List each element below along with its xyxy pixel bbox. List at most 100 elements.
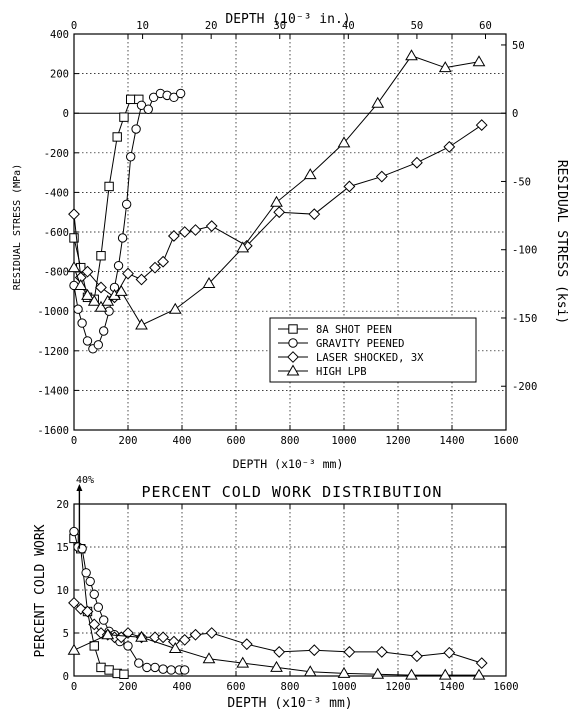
cold-work-point-laser-shocked-3x — [475, 657, 488, 670]
cold-work-point-gravity-peened — [134, 658, 144, 668]
cold-work-point-gravity-peened — [99, 615, 109, 625]
cold-work-point-laser-shocked-3x — [157, 631, 170, 644]
stress-y-tick-label: -1200 — [37, 346, 69, 358]
stress-point-laser-shocked-3x — [410, 156, 423, 169]
stress-series-gravity-peened — [69, 88, 186, 354]
cold-work-point-high-lpb — [270, 660, 283, 672]
stress-series-laser-shocked-3x — [68, 119, 488, 304]
stress-point-gravity-peened — [117, 233, 128, 243]
cold-work-point-laser-shocked-3x — [205, 627, 218, 639]
cold-work-point-laser-shocked-3x — [308, 644, 321, 657]
stress-y-tick-label: -400 — [44, 187, 69, 199]
stress-point-gravity-peened — [131, 124, 141, 134]
legend-swatch-marker — [287, 351, 299, 363]
stress-series-high-lpb — [67, 49, 486, 330]
cold-work-point-8a-shot-peen — [119, 669, 129, 679]
cold-work-point-high-lpb — [67, 643, 81, 655]
stress-point-laser-shocked-3x — [475, 119, 488, 131]
cold-work-point-high-lpb — [337, 666, 351, 678]
cold-work-point-laser-shocked-3x — [81, 605, 94, 618]
stress-line-8a-shot-peen — [73, 98, 139, 300]
cold-work-y-tick-label: 5 — [63, 628, 69, 640]
legend-item-8a-shot-peen: 8A SHOT PEEN — [278, 324, 392, 336]
stress-x-axis-label: DEPTH (x10⁻³ mm) — [233, 457, 344, 471]
stress-y-tick-label: 400 — [50, 29, 69, 41]
stress-top-tick-label: 40 — [342, 20, 355, 32]
cold-work-point-laser-shocked-3x — [273, 646, 286, 658]
stress-point-high-lpb — [74, 278, 88, 290]
stress-point-high-lpb — [168, 302, 182, 314]
cold-work-point-laser-shocked-3x — [68, 596, 80, 609]
stress-x-tick-label: 1400 — [439, 435, 464, 447]
legend-label: LASER SHOCKED, 3X — [316, 352, 424, 364]
cold-work-point-laser-shocked-3x — [178, 633, 191, 646]
cold-work-point-laser-shocked-3x — [149, 631, 161, 644]
stress-legend: 8A SHOT PEEN GRAVITY PEENED LASER SHOCKED,… — [269, 317, 477, 383]
legend-swatch-marker — [286, 364, 300, 376]
legend-item-gravity-peened: GRAVITY PEENED — [278, 338, 405, 350]
stress-top-tick-label: 60 — [479, 20, 492, 32]
cold-work-point-gravity-peened — [150, 662, 160, 673]
stress-point-gravity-peened — [143, 104, 153, 114]
cold-work-point-gravity-peened — [89, 589, 99, 599]
cold-work-series-laser-shocked-3x — [68, 596, 488, 670]
stress-right-tick-label: 0 — [512, 108, 518, 120]
stress-point-laser-shocked-3x — [149, 261, 161, 274]
stress-top-tick-label: 10 — [136, 20, 149, 32]
cold-work-point-laser-shocked-3x — [88, 618, 101, 631]
cold-work-point-gravity-peened — [69, 526, 79, 537]
stress-y-tick-label: 200 — [50, 69, 69, 81]
stress-x-tick-label: 0 — [71, 435, 77, 447]
stress-right-axis-label: RESIDUAL STRESS (ksi) — [554, 160, 569, 324]
stress-y-tick-label: -1600 — [37, 425, 69, 437]
stress-right-tick-label: -200 — [512, 381, 537, 393]
cold-work-x-tick-label: 200 — [119, 681, 138, 693]
stress-point-high-lpb — [371, 96, 385, 108]
stress-tick-labels: 0 200 400 600 800 1000 1200 1400 16004002000-200… — [37, 20, 537, 447]
cold-work-point-gravity-peened — [142, 662, 152, 673]
stress-x-tick-label: 1200 — [385, 435, 410, 447]
stress-point-8a-shot-peen — [104, 181, 114, 192]
stress-point-laser-shocked-3x — [157, 255, 170, 268]
stress-point-gravity-peened — [82, 336, 93, 346]
stress-point-laser-shocked-3x — [189, 224, 202, 236]
stress-point-high-lpb — [81, 288, 94, 300]
cold-work-point-8a-shot-peen — [96, 662, 106, 673]
legend-label: HIGH LPB — [316, 366, 367, 378]
cold-work-point-high-lpb — [405, 668, 418, 680]
stress-point-laser-shocked-3x — [68, 208, 80, 221]
cold-work-point-high-lpb — [303, 665, 317, 677]
stress-point-laser-shocked-3x — [343, 180, 356, 193]
stress-point-gravity-peened — [93, 340, 104, 350]
stress-point-gravity-peened — [121, 199, 132, 209]
stress-right-tick-label: 50 — [512, 40, 525, 52]
stress-top-tick-label: 0 — [71, 20, 77, 32]
stress-x-tick-label: 1600 — [493, 435, 518, 447]
cold-work-x-tick-label: 0 — [71, 681, 77, 693]
stress-point-high-lpb — [270, 195, 283, 207]
cold-work-40-percent-arrow — [76, 484, 83, 491]
stress-point-high-lpb — [94, 300, 108, 312]
stress-point-high-lpb — [114, 284, 128, 296]
stress-point-high-lpb — [337, 136, 351, 148]
stress-top-tick-label: 50 — [411, 20, 424, 32]
stress-point-gravity-peened — [73, 304, 83, 314]
stress-y-axis-label: RESIDUAL STRESS (MPa) — [12, 164, 23, 290]
cold-work-y-tick-label: 10 — [56, 585, 69, 597]
cold-work-point-laser-shocked-3x — [189, 628, 202, 641]
stress-point-high-lpb — [303, 168, 317, 180]
stress-point-high-lpb — [236, 241, 250, 253]
stress-point-laser-shocked-3x — [443, 140, 456, 153]
stress-x-tick-label: 200 — [119, 435, 138, 447]
cold-work-point-high-lpb — [202, 652, 216, 664]
legend-label: GRAVITY PEENED — [316, 338, 405, 350]
stress-point-high-lpb — [438, 61, 452, 73]
legend-item-high-lpb: HIGH LPB — [278, 364, 367, 378]
stress-x-tick-label: 800 — [281, 435, 300, 447]
stress-point-gravity-peened — [148, 92, 159, 103]
stress-point-laser-shocked-3x — [273, 206, 286, 219]
cold-work-point-high-lpb — [168, 641, 182, 653]
stress-x-tick-label: 1000 — [331, 435, 356, 447]
stress-point-8a-shot-peen — [119, 112, 129, 122]
cold-work-x-tick-label: 600 — [227, 681, 246, 693]
